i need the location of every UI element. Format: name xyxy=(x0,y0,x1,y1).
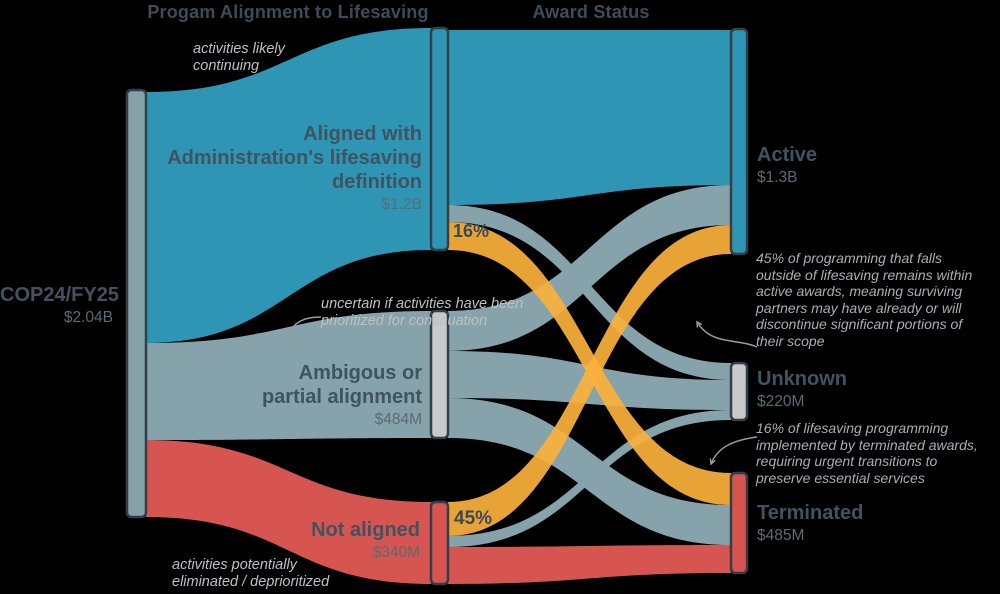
flow-notaligned-active xyxy=(448,225,731,536)
annotation-terminated-16pct: 16% of lifesaving programming implemente… xyxy=(756,420,978,486)
flows-layer xyxy=(146,28,731,584)
node-terminated xyxy=(729,471,749,575)
flow-ambiguous-terminated xyxy=(448,398,731,545)
flow-aligned-unknown xyxy=(448,205,731,380)
nodes-layer xyxy=(125,26,749,586)
node-label-ambiguous: Ambigous or partial alignment $484M xyxy=(122,361,422,429)
aligned-value: $1.2B xyxy=(381,196,422,213)
active-value: $1.3B xyxy=(757,169,798,186)
node-label-aligned: Aligned with Administration's lifesaving… xyxy=(122,122,422,214)
node-label-active: Active $1.3B xyxy=(757,143,817,187)
cop24-name: COP24/FY25 xyxy=(0,284,119,306)
terminated-value: $485M xyxy=(757,527,805,544)
active-45pct-annotation-arrow xyxy=(697,322,758,348)
cop24-value: $2.04B xyxy=(63,309,113,326)
aligned-name: Aligned with Administration's lifesaving… xyxy=(167,123,422,193)
annotation-eliminated: activities potentially eliminated / depr… xyxy=(172,557,330,591)
annotation-continuing: activities likely continuing xyxy=(193,41,285,75)
node-not-aligned xyxy=(429,500,450,586)
node-label-not-aligned: Not aligned $340M xyxy=(122,518,420,562)
ambiguous-value: $484M xyxy=(374,411,422,428)
uncertain-annotation-arrow xyxy=(288,316,322,340)
flow-cop-aligned xyxy=(146,28,431,343)
node-label-cop24: COP24/FY25 $2.04B xyxy=(0,283,119,327)
node-active xyxy=(729,27,749,256)
annotation-arrows xyxy=(288,316,758,464)
node-label-terminated: Terminated $485M xyxy=(757,501,863,545)
node-cop24 xyxy=(125,88,148,519)
flow-label-16pct: 16% xyxy=(453,221,490,241)
node-aligned xyxy=(429,26,450,252)
node-unknown xyxy=(729,361,749,422)
flow-ambiguous-active xyxy=(448,185,731,351)
unknown-name: Unknown xyxy=(757,368,847,390)
flow-notaligned-terminated xyxy=(448,545,731,584)
terminated-name: Terminated xyxy=(757,502,864,524)
unknown-value: $220M xyxy=(757,393,805,410)
not-aligned-name: Not aligned xyxy=(311,519,420,541)
column-title-alignment: Progam Alignment to Lifesaving xyxy=(147,2,429,22)
column-title-award-status: Award Status xyxy=(532,2,650,22)
node-label-unknown: Unknown $220M xyxy=(757,367,847,411)
annotation-uncertain: uncertain if activities have been priori… xyxy=(321,296,524,330)
flow-cop-notaligned xyxy=(146,440,431,584)
annotation-active-45pct: 45% of programming that falls outside of… xyxy=(756,250,973,349)
active-name: Active xyxy=(757,144,818,166)
node-ambiguous xyxy=(429,309,450,440)
flow-label-45pct: 45% xyxy=(454,508,493,529)
not-aligned-value: $340M xyxy=(372,544,420,561)
flow-aligned-active xyxy=(448,30,731,205)
terminated-16pct-annotation-arrow xyxy=(711,436,758,464)
ambiguous-name: Ambigous or partial alignment xyxy=(261,362,422,408)
flow-cop-ambiguous xyxy=(146,311,431,440)
